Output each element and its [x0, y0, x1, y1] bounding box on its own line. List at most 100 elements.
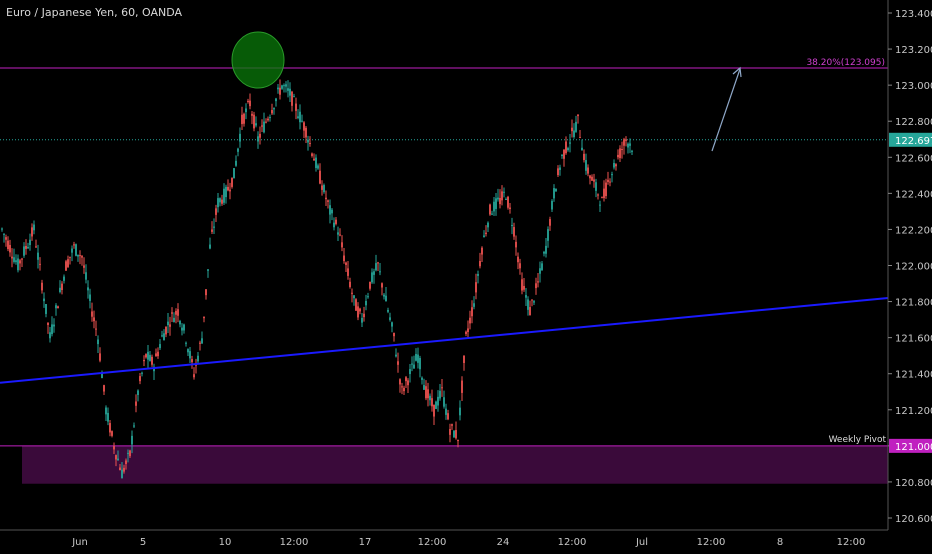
candle-body — [301, 120, 303, 122]
candle-body — [419, 358, 421, 370]
candle-body — [527, 299, 529, 310]
candle-body — [381, 283, 383, 288]
highlight-ellipse[interactable] — [231, 31, 285, 89]
price-tick-label: 122.200 — [895, 225, 932, 236]
time-tick-label: 17 — [359, 537, 372, 548]
candle-body — [415, 354, 417, 361]
candle-body — [219, 198, 221, 203]
price-tick-label: 122.600 — [895, 153, 932, 164]
candle-body — [187, 349, 189, 353]
candle-body — [189, 351, 191, 359]
candle-body — [517, 256, 519, 263]
candle-body — [541, 263, 543, 270]
candle-body — [217, 198, 219, 208]
candle-body — [117, 458, 119, 461]
candle-body — [603, 188, 605, 199]
candle-body — [83, 265, 85, 268]
candle-body — [521, 279, 523, 291]
candle-body — [303, 122, 305, 131]
candle-body — [23, 246, 25, 256]
candle-body — [165, 326, 167, 335]
candle-body — [77, 254, 79, 257]
time-tick-label: 12:00 — [558, 537, 587, 548]
candle-body — [401, 386, 403, 388]
candle-body — [431, 398, 433, 407]
candle-body — [561, 154, 563, 156]
candle-body — [179, 321, 181, 325]
candle-body — [41, 282, 43, 291]
candle-body — [363, 313, 365, 318]
price-tick-label: 123.200 — [895, 45, 932, 56]
candle-body — [439, 390, 441, 399]
candle-body — [329, 205, 331, 215]
candle-body — [269, 116, 271, 118]
candle-body — [175, 310, 177, 315]
price-tick-label: 121.400 — [895, 370, 932, 381]
candle-body — [547, 229, 549, 241]
candle-body — [25, 245, 27, 249]
candle-body — [479, 260, 481, 267]
candle-body — [507, 196, 509, 208]
candle-body — [69, 256, 71, 258]
candle-body — [49, 332, 51, 339]
candle-body — [613, 163, 615, 168]
price-tick-label: 121.800 — [895, 298, 932, 309]
candle-body — [295, 103, 297, 111]
candle-body — [141, 372, 143, 374]
time-tick-label: 12:00 — [418, 537, 447, 548]
time-tick-label: 12:00 — [697, 537, 726, 548]
candle-body — [1, 228, 3, 230]
candle-body — [361, 317, 363, 323]
candle-body — [249, 100, 251, 107]
candle-body — [151, 356, 153, 365]
candle-body — [387, 309, 389, 312]
price-axis[interactable] — [888, 0, 932, 550]
candle-body — [157, 351, 159, 357]
candle-body — [267, 118, 269, 121]
candle-body — [459, 407, 461, 416]
candle-body — [365, 300, 367, 306]
candle-body — [245, 108, 247, 113]
candle-body — [163, 333, 165, 341]
candle-body — [595, 182, 597, 191]
candle-body — [337, 232, 339, 235]
candle-body — [617, 154, 619, 158]
candle-body — [65, 261, 67, 271]
time-tick-label: 10 — [219, 537, 232, 548]
candle-body — [621, 148, 623, 150]
candle-body — [373, 271, 375, 275]
candle-body — [193, 374, 195, 378]
candle-body — [511, 225, 513, 227]
candle-body — [289, 88, 291, 96]
candle-body — [607, 179, 609, 182]
candle-body — [343, 255, 345, 262]
candle-body — [45, 304, 47, 314]
candle-body — [493, 201, 495, 212]
candle-body — [519, 263, 521, 269]
candle-body — [489, 204, 491, 215]
candle-body — [125, 460, 127, 465]
candle-body — [33, 224, 35, 231]
current-price-tag: 122.697 — [895, 136, 932, 147]
candle-body — [59, 287, 61, 293]
time-tick-label: Jul — [635, 537, 648, 548]
projection-arrow[interactable] — [711, 68, 741, 152]
trend-line[interactable] — [0, 296, 889, 384]
candle-body — [579, 137, 581, 139]
candle-body — [445, 408, 447, 415]
candle-body — [627, 143, 629, 148]
candle-body — [205, 289, 207, 296]
candle-body — [409, 369, 411, 375]
candle-body — [121, 469, 123, 479]
candle-body — [285, 84, 287, 87]
candle-body — [299, 111, 301, 123]
candle-body — [309, 142, 311, 144]
candle-body — [113, 446, 115, 450]
candle-body — [353, 295, 355, 299]
candle-body — [631, 150, 633, 152]
candle-body — [531, 299, 533, 301]
candle-body — [417, 354, 419, 363]
candle-body — [101, 373, 103, 379]
